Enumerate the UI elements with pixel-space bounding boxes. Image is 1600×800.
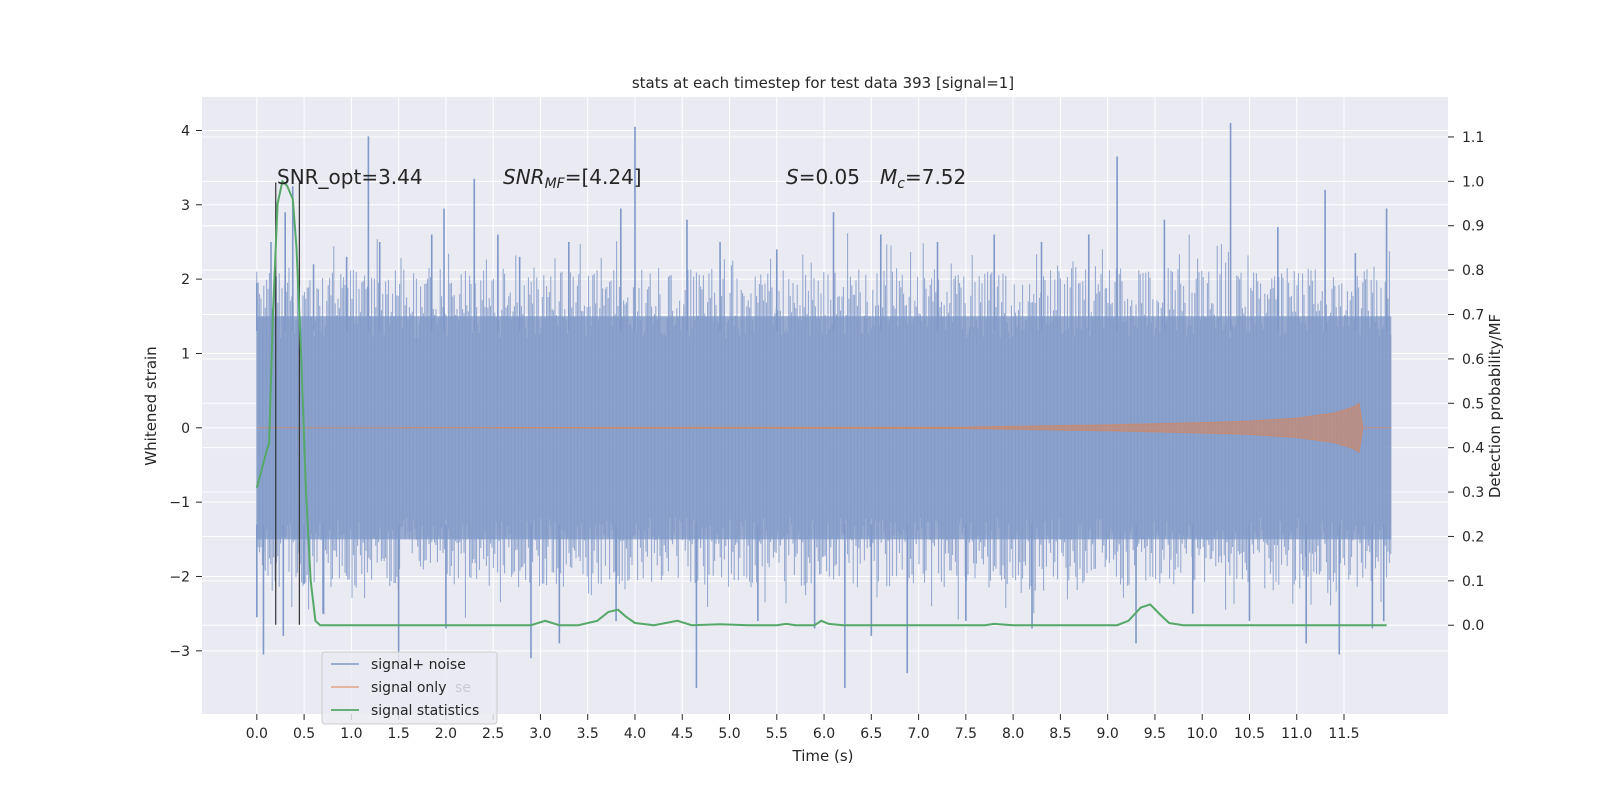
- y2-tick-label: 0.6: [1462, 352, 1484, 368]
- x-axis-ticks: 0.0 0.5 1.0 1.5 2.0 2.5 3.0 3.5 4.0 4.5 5.0 5.5 6.0 6…: [246, 714, 1360, 742]
- legend: se signal+ noise signal only signal stat…: [321, 651, 498, 725]
- x-tick-label: 9.5: [1144, 726, 1166, 742]
- annotation-mc: Mc=7.52: [880, 165, 966, 192]
- x-tick-label: 11.0: [1281, 726, 1312, 742]
- x-tick-label: 6.0: [813, 726, 835, 742]
- x-tick-label: 6.5: [860, 726, 882, 742]
- legend-ghost-text: se: [455, 680, 471, 696]
- x-tick-label: 3.5: [577, 726, 599, 742]
- left-axis-ticks: 4 3 2 1 0 −1 −2 −3: [169, 123, 202, 660]
- y2-tick-label: 0.8: [1462, 263, 1484, 279]
- right-axis-ticks: 1.1 1.0 0.9 0.8 0.7 0.6 0.5 0.4 0.3 0.2 0.1 0.0: [1448, 130, 1484, 634]
- series-layer: [255, 123, 1392, 688]
- x-tick-label: 10.5: [1234, 726, 1265, 742]
- x-tick-label: 8.0: [1002, 726, 1024, 742]
- x-tick-label: 9.0: [1097, 726, 1119, 742]
- x-tick-label: 8.5: [1049, 726, 1071, 742]
- y-tick-label: 0: [181, 421, 190, 437]
- annotation-s: S=0.05: [786, 165, 860, 189]
- x-tick-label: 5.0: [718, 726, 740, 742]
- x-tick-label: 3.0: [529, 726, 551, 742]
- y2-axis-label: Detection probability/MF: [1486, 314, 1504, 498]
- y-tick-label: 4: [181, 123, 190, 139]
- x-tick-label: 4.0: [624, 726, 646, 742]
- signal-noise-trace: [256, 233, 1392, 620]
- legend-label-signal-noise: signal+ noise: [371, 657, 466, 673]
- y-tick-label: −2: [169, 569, 190, 585]
- annotation-layer: SNR_opt=3.44 SNRMF=[4.24] S=0.05 Mc=7.52: [277, 165, 966, 192]
- legend-box: [321, 651, 498, 725]
- x-tick-label: 7.0: [907, 726, 929, 742]
- x-tick-label: 2.5: [482, 726, 504, 742]
- y2-tick-label: 0.9: [1462, 219, 1484, 235]
- y-tick-label: −1: [169, 495, 190, 511]
- x-tick-label: 11.5: [1328, 726, 1359, 742]
- x-tick-label: 2.0: [435, 726, 457, 742]
- x-tick-label: 7.5: [955, 726, 977, 742]
- legend-label-signal-statistics: signal statistics: [371, 703, 479, 719]
- x-tick-label: 5.5: [766, 726, 788, 742]
- y-tick-label: 3: [181, 198, 190, 214]
- y2-tick-label: 0.3: [1462, 485, 1484, 501]
- x-tick-label: 0.0: [246, 726, 268, 742]
- y2-tick-label: 0.0: [1462, 618, 1484, 634]
- x-tick-label: 4.5: [671, 726, 693, 742]
- y2-tick-label: 1.1: [1462, 130, 1484, 146]
- y-tick-label: −3: [169, 644, 190, 660]
- y2-tick-label: 0.1: [1462, 574, 1484, 590]
- x-tick-label: 1.5: [388, 726, 410, 742]
- y2-tick-label: 1.0: [1462, 174, 1484, 190]
- y2-tick-label: 0.4: [1462, 441, 1484, 457]
- y2-tick-label: 0.2: [1462, 529, 1484, 545]
- signal-statistics-line: [255, 179, 1387, 627]
- x-tick-label: 0.5: [293, 726, 315, 742]
- y2-tick-label: 0.7: [1462, 308, 1484, 324]
- legend-label-signal-only: signal only: [371, 680, 446, 696]
- y-tick-label: 1: [181, 346, 190, 362]
- y-axis-label: Whitened strain: [142, 346, 160, 465]
- x-axis-label: Time (s): [792, 747, 854, 765]
- y2-tick-label: 0.5: [1462, 396, 1484, 412]
- x-tick-label: 1.0: [340, 726, 362, 742]
- annotation-snr-opt: SNR_opt=3.44: [277, 165, 423, 189]
- annotation-snr-mf: SNRMF=[4.24]: [503, 165, 642, 192]
- y-tick-label: 2: [181, 272, 190, 288]
- chart-title: stats at each timestep for test data 393…: [632, 74, 1014, 92]
- x-tick-label: 10.0: [1187, 726, 1218, 742]
- signal-only-chirp: [256, 402, 1392, 454]
